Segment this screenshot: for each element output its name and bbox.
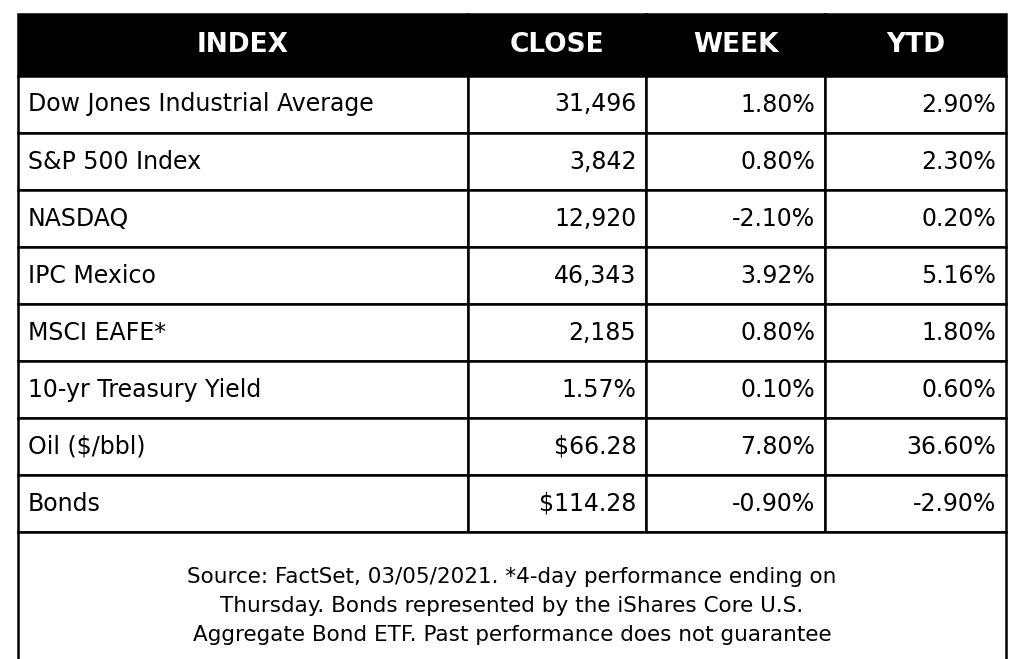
Text: INDEX: INDEX — [197, 32, 289, 58]
Text: Oil ($/bbl): Oil ($/bbl) — [28, 434, 145, 459]
Text: $66.28: $66.28 — [554, 434, 636, 459]
Bar — [468, 14, 646, 76]
Text: WEEK: WEEK — [693, 32, 778, 58]
Bar — [18, 475, 468, 532]
Bar — [646, 247, 825, 304]
Text: MSCI EAFE*: MSCI EAFE* — [28, 320, 166, 345]
Bar — [646, 190, 825, 247]
Text: 36.60%: 36.60% — [906, 434, 996, 459]
Bar — [468, 361, 646, 418]
Bar — [646, 14, 825, 76]
Text: Source: FactSet, 03/05/2021. *4-day performance ending on
Thursday. Bonds repres: Source: FactSet, 03/05/2021. *4-day perf… — [187, 567, 837, 645]
Text: CLOSE: CLOSE — [510, 32, 604, 58]
Text: -2.10%: -2.10% — [732, 206, 815, 231]
Bar — [18, 532, 1006, 659]
Bar — [646, 418, 825, 475]
Bar — [468, 76, 646, 133]
Bar — [825, 247, 1006, 304]
Bar — [646, 475, 825, 532]
Text: 7.80%: 7.80% — [740, 434, 815, 459]
Text: 0.10%: 0.10% — [740, 378, 815, 401]
Text: S&P 500 Index: S&P 500 Index — [28, 150, 201, 173]
Text: 3.92%: 3.92% — [740, 264, 815, 287]
Text: 0.80%: 0.80% — [740, 320, 815, 345]
Text: Bonds: Bonds — [28, 492, 101, 515]
Text: 12,920: 12,920 — [554, 206, 636, 231]
Text: Dow Jones Industrial Average: Dow Jones Industrial Average — [28, 92, 374, 117]
Text: 2,185: 2,185 — [568, 320, 636, 345]
Text: $114.28: $114.28 — [539, 492, 636, 515]
Bar — [18, 190, 468, 247]
Bar — [468, 247, 646, 304]
Bar — [825, 14, 1006, 76]
Text: -0.90%: -0.90% — [732, 492, 815, 515]
Text: 1.80%: 1.80% — [922, 320, 996, 345]
Text: 0.60%: 0.60% — [922, 378, 996, 401]
Bar — [825, 418, 1006, 475]
Bar — [646, 361, 825, 418]
Text: 1.80%: 1.80% — [740, 92, 815, 117]
Text: IPC Mexico: IPC Mexico — [28, 264, 156, 287]
Text: -2.90%: -2.90% — [912, 492, 996, 515]
Bar — [646, 133, 825, 190]
Bar — [468, 418, 646, 475]
Bar — [825, 76, 1006, 133]
Text: 0.80%: 0.80% — [740, 150, 815, 173]
Bar — [468, 475, 646, 532]
Text: 10-yr Treasury Yield: 10-yr Treasury Yield — [28, 378, 261, 401]
Bar — [18, 418, 468, 475]
Bar — [646, 76, 825, 133]
Bar — [18, 247, 468, 304]
Bar — [18, 361, 468, 418]
Text: 2.30%: 2.30% — [922, 150, 996, 173]
Text: 2.90%: 2.90% — [922, 92, 996, 117]
Text: NASDAQ: NASDAQ — [28, 206, 129, 231]
Text: 1.57%: 1.57% — [561, 378, 636, 401]
Text: YTD: YTD — [886, 32, 945, 58]
Text: 5.16%: 5.16% — [922, 264, 996, 287]
Text: 46,343: 46,343 — [554, 264, 636, 287]
Text: 0.20%: 0.20% — [922, 206, 996, 231]
Bar — [18, 76, 468, 133]
Bar — [18, 304, 468, 361]
Bar — [468, 304, 646, 361]
Bar — [825, 475, 1006, 532]
Bar — [825, 190, 1006, 247]
Bar — [825, 304, 1006, 361]
Bar — [468, 190, 646, 247]
Bar — [646, 304, 825, 361]
Text: 3,842: 3,842 — [569, 150, 636, 173]
Text: 31,496: 31,496 — [554, 92, 636, 117]
Bar — [18, 14, 468, 76]
Bar — [825, 133, 1006, 190]
Bar — [468, 133, 646, 190]
Bar — [825, 361, 1006, 418]
Bar — [18, 133, 468, 190]
